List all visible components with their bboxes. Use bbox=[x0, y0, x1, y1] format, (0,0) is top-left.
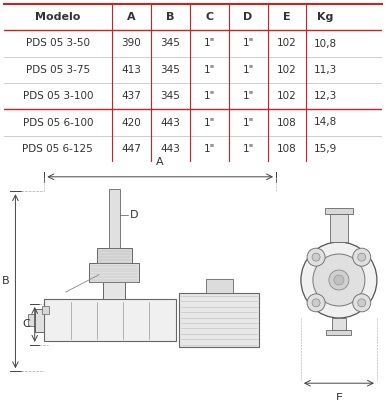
Text: 1": 1" bbox=[203, 144, 215, 154]
Bar bbox=[330, 214, 348, 242]
Bar bbox=[332, 318, 346, 330]
Ellipse shape bbox=[353, 294, 371, 312]
Ellipse shape bbox=[307, 248, 325, 266]
Text: 1": 1" bbox=[242, 91, 254, 101]
Text: 11,3: 11,3 bbox=[314, 65, 337, 75]
Text: B: B bbox=[166, 12, 174, 22]
Bar bbox=[325, 208, 353, 214]
Text: Modelo: Modelo bbox=[35, 12, 80, 22]
Ellipse shape bbox=[358, 299, 366, 307]
Text: E: E bbox=[283, 12, 291, 22]
Ellipse shape bbox=[307, 294, 325, 312]
Bar bbox=[35, 309, 44, 332]
Text: PDS 05 3-100: PDS 05 3-100 bbox=[22, 91, 93, 101]
Bar bbox=[179, 293, 259, 347]
Text: 345: 345 bbox=[160, 91, 180, 101]
Bar bbox=[44, 299, 176, 341]
Text: A: A bbox=[156, 157, 164, 167]
Text: 15,9: 15,9 bbox=[314, 144, 337, 154]
Ellipse shape bbox=[353, 248, 371, 266]
Ellipse shape bbox=[329, 270, 349, 290]
Text: 1": 1" bbox=[203, 118, 215, 128]
Text: 14,8: 14,8 bbox=[314, 118, 337, 128]
Text: 443: 443 bbox=[160, 118, 180, 128]
Text: 102: 102 bbox=[277, 65, 297, 75]
Text: Kg: Kg bbox=[317, 12, 334, 22]
Text: 413: 413 bbox=[121, 65, 141, 75]
Ellipse shape bbox=[334, 275, 344, 285]
Text: 1": 1" bbox=[203, 91, 215, 101]
Text: 1": 1" bbox=[242, 118, 254, 128]
Bar bbox=[205, 279, 232, 293]
Text: D: D bbox=[244, 12, 253, 22]
Text: 102: 102 bbox=[277, 38, 297, 48]
Ellipse shape bbox=[312, 299, 320, 307]
Bar bbox=[42, 306, 49, 314]
Text: PDS 05 6-125: PDS 05 6-125 bbox=[22, 144, 93, 154]
Text: PDS 05 3-50: PDS 05 3-50 bbox=[26, 38, 90, 48]
Ellipse shape bbox=[313, 254, 365, 306]
Text: 1": 1" bbox=[242, 144, 254, 154]
Text: PDS 05 3-75: PDS 05 3-75 bbox=[26, 65, 90, 75]
Text: A: A bbox=[127, 12, 135, 22]
Text: C: C bbox=[22, 319, 30, 330]
Text: 1": 1" bbox=[203, 65, 215, 75]
Text: 1": 1" bbox=[203, 38, 215, 48]
Text: C: C bbox=[205, 12, 213, 22]
Text: 108: 108 bbox=[277, 118, 297, 128]
Ellipse shape bbox=[312, 253, 320, 261]
Text: 1": 1" bbox=[242, 38, 254, 48]
Bar bbox=[103, 282, 125, 299]
Text: B: B bbox=[2, 276, 10, 286]
Text: 437: 437 bbox=[121, 91, 141, 101]
Text: 108: 108 bbox=[277, 144, 297, 154]
Bar bbox=[89, 263, 139, 282]
Text: 102: 102 bbox=[277, 91, 297, 101]
Text: 345: 345 bbox=[160, 65, 180, 75]
Text: E: E bbox=[335, 393, 342, 400]
Bar bbox=[109, 189, 120, 248]
Bar bbox=[327, 330, 352, 335]
Ellipse shape bbox=[301, 242, 377, 318]
Text: 390: 390 bbox=[121, 38, 141, 48]
Text: 443: 443 bbox=[160, 144, 180, 154]
Text: PDS 05 6-100: PDS 05 6-100 bbox=[22, 118, 93, 128]
Bar bbox=[96, 248, 132, 263]
Text: 1": 1" bbox=[242, 65, 254, 75]
Text: D: D bbox=[130, 210, 139, 220]
Text: 447: 447 bbox=[121, 144, 141, 154]
Text: 420: 420 bbox=[121, 118, 141, 128]
Text: 10,8: 10,8 bbox=[314, 38, 337, 48]
Text: 12,3: 12,3 bbox=[314, 91, 337, 101]
Bar bbox=[28, 314, 35, 326]
Text: 345: 345 bbox=[160, 38, 180, 48]
Ellipse shape bbox=[358, 253, 366, 261]
